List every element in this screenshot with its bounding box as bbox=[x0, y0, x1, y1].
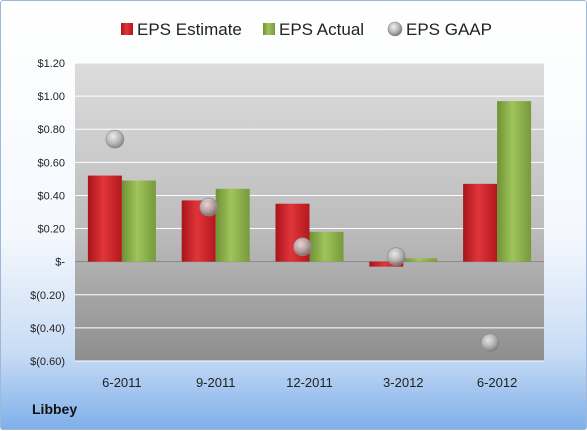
y-tick-label: $- bbox=[55, 257, 65, 269]
y-tick-label: $(0.40) bbox=[30, 323, 65, 335]
y-tick-label: $0.40 bbox=[37, 190, 65, 202]
actual-bar bbox=[403, 258, 438, 262]
gaap-point bbox=[293, 237, 312, 257]
x-axis-category-labels: 6-2011 9-2011 12-2011 3-2012 6-2012 bbox=[102, 375, 517, 390]
category-label: 9-2011 bbox=[196, 375, 236, 390]
y-tick-label: $(0.60) bbox=[30, 356, 65, 368]
legend-estimate-swatch bbox=[121, 23, 133, 35]
category-label: 3-2012 bbox=[383, 375, 423, 390]
y-tick-label: $1.20 bbox=[37, 58, 65, 70]
y-axis-tick-labels: $1.20 $1.00 $0.80 $0.60 $0.40 $0.20 $- $(0.20) $… bbox=[30, 58, 65, 368]
y-tick-label: $1.00 bbox=[37, 91, 65, 103]
gaap-point bbox=[386, 247, 406, 266]
gaap-points bbox=[105, 129, 500, 353]
estimate-bar bbox=[87, 175, 122, 262]
gaap-point bbox=[105, 129, 125, 149]
y-tick-label: $0.60 bbox=[37, 157, 65, 169]
gaap-point bbox=[480, 333, 500, 353]
legend-label: EPS Actual bbox=[279, 20, 364, 39]
actual-bar bbox=[497, 101, 532, 262]
actual-bar bbox=[309, 231, 344, 262]
category-label: 6-2012 bbox=[477, 375, 517, 390]
company-name: Libbey bbox=[32, 401, 78, 417]
legend-label: EPS Estimate bbox=[137, 20, 242, 39]
legend-label: EPS GAAP bbox=[406, 20, 492, 39]
estimate-bar bbox=[369, 261, 404, 267]
legend: EPS Estimate EPS Actual EPS GAAP bbox=[121, 20, 492, 39]
y-tick-label: $0.80 bbox=[37, 124, 65, 136]
actual-bar bbox=[121, 180, 156, 262]
category-label: 6-2011 bbox=[102, 375, 142, 390]
y-tick-label: $(0.20) bbox=[30, 290, 65, 302]
y-tick-label: $0.20 bbox=[37, 224, 65, 236]
bars bbox=[87, 101, 532, 267]
category-label: 12-2011 bbox=[286, 375, 333, 390]
estimate-bar bbox=[463, 183, 498, 262]
legend-actual-swatch bbox=[263, 23, 275, 35]
legend-gaap-swatch bbox=[387, 21, 403, 37]
gaap-point bbox=[199, 197, 218, 217]
actual-bar bbox=[215, 188, 250, 262]
